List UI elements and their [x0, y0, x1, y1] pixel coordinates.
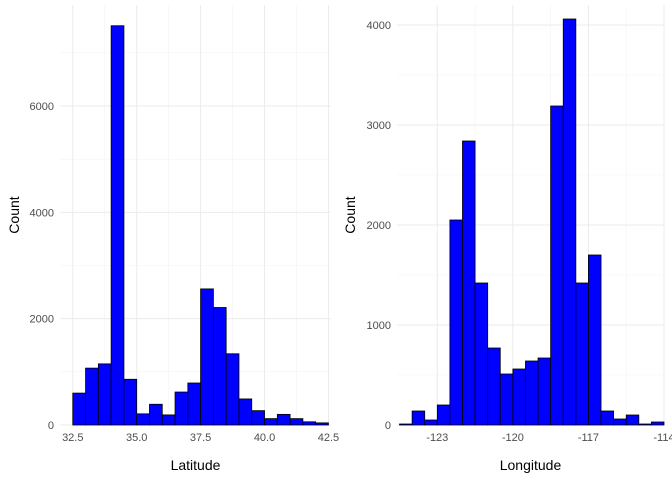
x-tick-label: 32.5: [62, 432, 83, 444]
histogram-bar: [85, 367, 99, 426]
histogram-bar: [575, 282, 589, 426]
histogram-bar: [462, 140, 476, 426]
histogram-bar: [123, 378, 138, 426]
x-tick-label: -120: [502, 432, 524, 444]
histogram-bar: [225, 353, 240, 426]
histogram-bar: [449, 219, 463, 426]
histogram-bar: [537, 357, 552, 426]
histogram-bar: [613, 418, 627, 426]
y-tick-label: 6000: [30, 101, 54, 113]
latitude-bars: [72, 25, 329, 426]
histogram-bar: [200, 288, 214, 426]
histogram-bar: [499, 373, 514, 426]
x-axis-title: Longitude: [500, 457, 562, 473]
histogram-bar: [638, 423, 652, 426]
histogram-bar: [399, 423, 413, 426]
latitude-gridlines: [60, 5, 331, 426]
x-tick-label: -123: [426, 432, 448, 444]
x-axis-title: Latitude: [171, 457, 221, 473]
histogram-bar: [424, 419, 438, 426]
x-tick-label: -117: [578, 432, 599, 444]
y-axis-title: Count: [342, 196, 358, 233]
histogram-bar: [562, 18, 577, 426]
histogram-bar: [512, 368, 526, 426]
histogram-bar: [187, 382, 202, 426]
histogram-bar: [174, 391, 189, 426]
longitude-histogram-panel: 0 1000 2000 3000 4000 -123 -120 -117 -114 Longitu…: [342, 5, 672, 473]
histogram-bar: [302, 421, 317, 426]
histogram-bar: [651, 421, 665, 426]
y-tick-label: 2000: [30, 314, 54, 326]
histogram-bar: [436, 404, 451, 426]
histogram-bar: [588, 254, 602, 426]
histogram-bar: [550, 105, 564, 426]
histogram-bar: [525, 360, 539, 426]
histogram-bar: [264, 418, 278, 426]
histogram-bar: [276, 413, 291, 426]
y-tick-label: 1000: [367, 320, 391, 332]
histogram-bar: [110, 25, 125, 426]
y-tick-label: 2000: [367, 220, 391, 232]
histogram-bar: [625, 414, 640, 426]
x-tick-label: -114: [653, 432, 672, 444]
y-tick-label: 4000: [30, 207, 54, 219]
histogram-bar: [487, 347, 501, 426]
x-tick-label: 40.0: [254, 432, 275, 444]
y-axis-title: Count: [6, 196, 22, 233]
histogram-bar: [72, 392, 86, 426]
latitude-histogram-panel: 0 2000 4000 6000 32.5 35.0 37.5 40.0 42.5 Latitud…: [6, 5, 339, 473]
y-tick-label: 0: [48, 420, 54, 432]
histogram-bar: [251, 410, 265, 426]
histogram-bar: [474, 282, 489, 426]
histogram-bar: [315, 422, 329, 426]
y-tick-label: 4000: [367, 20, 391, 32]
y-tick-label: 0: [385, 420, 391, 432]
longitude-bars: [399, 18, 665, 426]
histogram-bar: [411, 410, 426, 426]
x-tick-label: 37.5: [190, 432, 211, 444]
histogram-bar: [149, 403, 163, 426]
histogram-bar: [136, 413, 150, 426]
y-tick-label: 3000: [367, 120, 391, 132]
x-tick-label: 35.0: [126, 432, 147, 444]
histogram-bar: [212, 307, 227, 426]
histogram-bar: [600, 410, 615, 426]
x-tick-label: 42.5: [318, 432, 339, 444]
histogram-bar: [97, 363, 112, 426]
histogram-bar: [289, 418, 304, 426]
histogram-bar: [238, 398, 253, 426]
histogram-bar: [161, 414, 176, 426]
